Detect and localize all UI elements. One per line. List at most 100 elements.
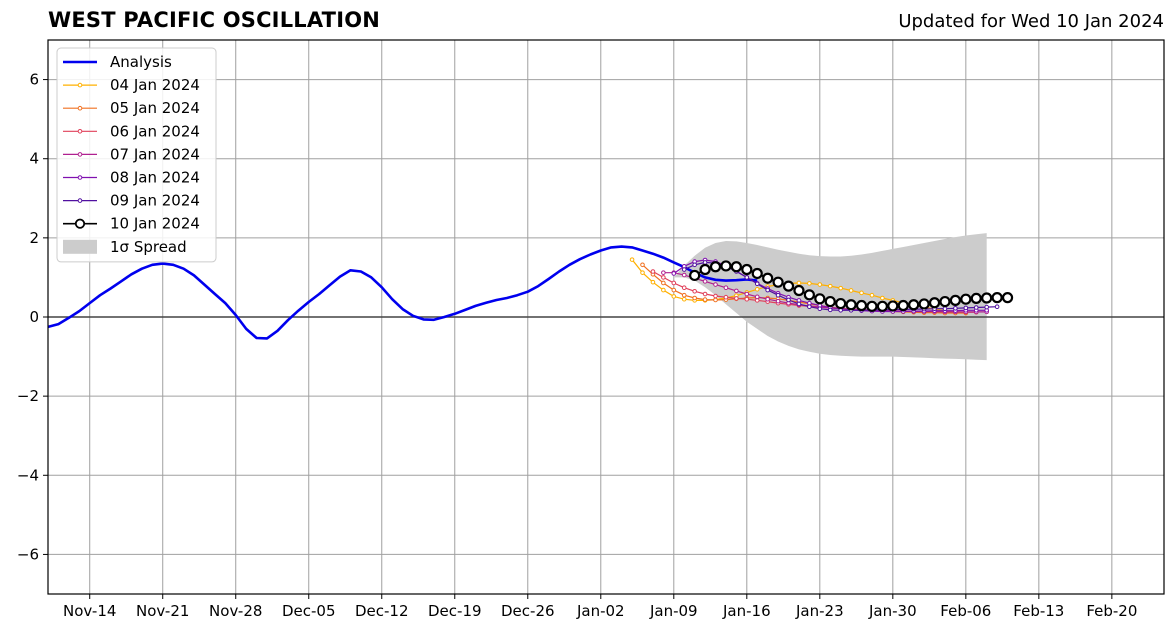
x-tick-label: Dec-19 xyxy=(428,602,482,620)
forecast-point xyxy=(824,295,836,308)
forecast-point xyxy=(689,269,701,282)
x-tick-label: Feb-20 xyxy=(1086,602,1137,620)
forecast-point xyxy=(960,293,972,305)
forecast-point xyxy=(661,275,666,280)
legend-series-label: 06 Jan 2024 xyxy=(110,122,200,140)
y-axis-ticks: −6 −4 −2 0 2 4 6 xyxy=(17,71,48,563)
legend-series-label: 05 Jan 2024 xyxy=(110,99,200,117)
forecast-point xyxy=(671,271,677,276)
forecast-point xyxy=(640,262,645,268)
x-tick-label: Dec-26 xyxy=(501,602,555,620)
y-tick-label: −2 xyxy=(17,387,39,405)
forecast-point xyxy=(671,287,677,293)
forecast-point xyxy=(817,282,823,287)
forecast-point xyxy=(751,267,763,280)
y-tick-label: −6 xyxy=(17,545,39,563)
forecast-point xyxy=(754,281,760,287)
legend-series-label: 07 Jan 2024 xyxy=(110,145,200,163)
x-tick-label: Feb-06 xyxy=(940,602,991,620)
forecast-point xyxy=(803,289,815,301)
forecast-point xyxy=(744,296,750,302)
legend-series-marker xyxy=(77,152,83,157)
forecast-point xyxy=(661,287,666,293)
legend-series-label: 04 Jan 2024 xyxy=(110,76,200,94)
forecast-point xyxy=(807,300,812,306)
x-tick-label: Jan-09 xyxy=(649,602,698,620)
legend: Analysis 04 Jan 2024 05 Jan 2024 06 Jan 202… xyxy=(56,47,217,263)
forecast-point xyxy=(754,294,760,300)
forecast-point xyxy=(848,288,854,293)
forecast-point xyxy=(817,306,823,311)
forecast-point xyxy=(702,297,708,302)
forecast-point xyxy=(765,287,770,293)
forecast-point xyxy=(876,300,888,312)
forecast-point xyxy=(775,298,781,304)
x-tick-label: Nov-28 xyxy=(209,602,262,620)
forecast-point xyxy=(887,300,899,312)
forecast-point xyxy=(855,299,868,312)
y-tick-label: 6 xyxy=(29,71,39,89)
x-tick-label: Jan-02 xyxy=(576,602,625,620)
forecast-point xyxy=(827,307,833,313)
x-tick-label: Feb-13 xyxy=(1013,602,1064,620)
forecast-point xyxy=(702,291,708,297)
forecast-point xyxy=(897,299,909,312)
forecast-point xyxy=(661,280,666,286)
forecast-point xyxy=(991,292,1003,304)
forecast-point xyxy=(782,280,795,292)
series-lines xyxy=(47,245,1014,340)
forecast-point xyxy=(786,297,791,303)
legend-series-label: 10 Jan 2024 xyxy=(110,215,200,233)
forecast-point xyxy=(730,261,742,273)
legend-series-marker xyxy=(74,218,86,229)
forecast-point xyxy=(702,279,708,284)
forecast-point xyxy=(754,298,760,303)
forecast-point xyxy=(880,295,885,301)
forecast-point xyxy=(775,292,781,298)
forecast-point xyxy=(838,285,843,291)
forecast-point xyxy=(949,294,962,306)
forecast-point xyxy=(984,304,989,310)
forecast-point xyxy=(928,297,941,309)
forecast-point xyxy=(692,262,697,268)
forecast-point xyxy=(796,301,802,307)
forecast-point xyxy=(994,304,1000,310)
legend-series-label: 08 Jan 2024 xyxy=(110,169,200,187)
forecast-point xyxy=(650,279,656,285)
forecast-point xyxy=(970,292,982,305)
x-axis-ticks: Nov-14 Nov-21 Nov-28 Dec-05 Dec-12 Dec-19 Dec-… xyxy=(63,594,1137,620)
forecast-point xyxy=(650,269,656,274)
analysis-line xyxy=(47,245,758,340)
forecast-point xyxy=(741,263,753,276)
forecast-point xyxy=(1001,292,1014,304)
forecast-point xyxy=(681,292,687,298)
forecast-point xyxy=(814,293,826,305)
forecast-point xyxy=(709,261,722,273)
forecast-point xyxy=(734,296,739,301)
forecast-point xyxy=(918,298,930,310)
updated-label: Updated for Wed 10 Jan 2024 xyxy=(898,11,1164,32)
forecast-point xyxy=(942,306,948,311)
forecast-point xyxy=(629,257,635,262)
forecast-point xyxy=(827,283,833,289)
forecast-point xyxy=(869,292,875,298)
forecast-point xyxy=(671,294,677,299)
legend-series-marker xyxy=(77,175,83,180)
x-tick-label: Nov-21 xyxy=(136,602,189,620)
forecast-point xyxy=(734,288,739,294)
forecast-point xyxy=(762,272,774,284)
forecast-point xyxy=(772,276,784,288)
legend-series-marker xyxy=(77,129,83,134)
forecast-point xyxy=(692,295,697,301)
forecast-point xyxy=(796,280,802,286)
forecast-point xyxy=(953,305,958,311)
y-tick-label: 4 xyxy=(29,150,39,168)
x-tick-label: Jan-30 xyxy=(868,602,917,620)
forecast-point xyxy=(661,270,666,275)
legend-series-marker xyxy=(77,198,83,203)
legend-box xyxy=(56,47,217,263)
forecast-point xyxy=(981,292,993,304)
legend-series-marker xyxy=(77,105,83,111)
legend-spread-swatch xyxy=(63,239,97,254)
